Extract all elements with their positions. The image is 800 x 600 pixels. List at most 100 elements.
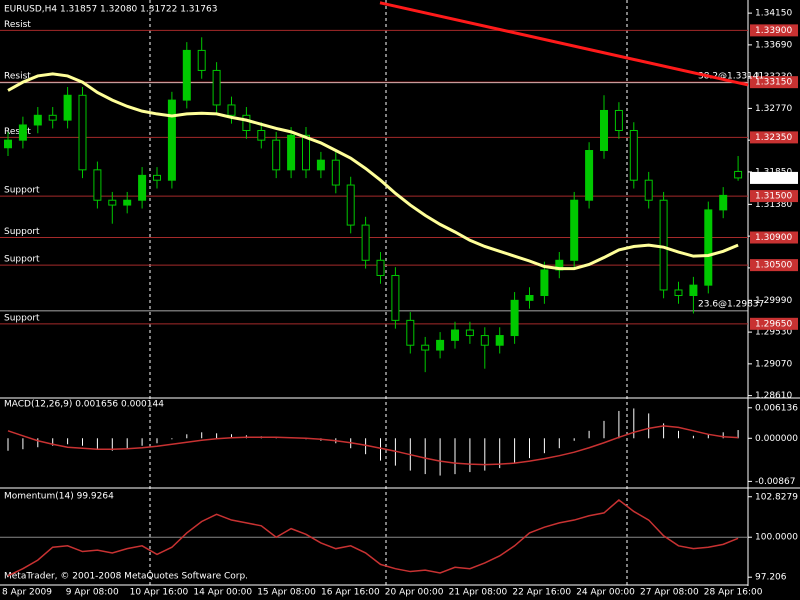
candle-body [316, 159, 325, 171]
level-name: Resist [4, 20, 31, 30]
y-tick-label: 1.33690 [755, 40, 792, 50]
level-price-label: 1.30900 [755, 233, 792, 243]
candle-body [346, 184, 355, 226]
candle-body [570, 199, 579, 261]
candle-body [167, 99, 176, 181]
candle-body [614, 109, 623, 131]
candle-body [78, 94, 87, 171]
momentum-y-tick-label: 100.0000 [755, 533, 798, 543]
candle-body [63, 94, 72, 121]
y-tick-label: 1.31380 [755, 200, 792, 210]
candle-body [197, 49, 206, 71]
candle-body [719, 194, 728, 211]
level-name: Support [4, 186, 40, 196]
fib-label: 23.6@1.29837 [698, 299, 764, 309]
macd-y-tick-label: -0.00867 [755, 477, 795, 487]
candle-body [123, 199, 132, 206]
level-price-box [750, 259, 798, 272]
momentum-y-tick-label: 97.206 [755, 573, 787, 583]
level-price-label: 1.33150 [755, 78, 792, 88]
candle-body [480, 335, 489, 346]
candle-body [734, 170, 743, 179]
candle-body [704, 209, 713, 286]
candle-body [272, 139, 281, 171]
time-label: 15 Apr 08:00 [257, 588, 316, 598]
time-label: 24 Apr 00:00 [576, 588, 635, 598]
level-price-label: 1.29650 [755, 319, 792, 329]
candle-body [138, 174, 147, 201]
y-tick-label: 1.29070 [755, 359, 792, 369]
candle-body [465, 329, 474, 337]
time-label: 22 Apr 16:00 [512, 588, 571, 598]
candle-body [93, 169, 102, 201]
level-price-box [750, 231, 798, 244]
time-label: 21 Apr 08:00 [449, 588, 508, 598]
trendline [379, 1, 749, 87]
current-price-box [750, 171, 798, 184]
candle-body [406, 319, 415, 346]
level-price-label: 1.33900 [755, 26, 792, 36]
symbol-header: EURUSD,H4 1.31857 1.32080 1.31722 1.3176… [4, 5, 217, 15]
macd-title: MACD(12,26,9) 0.001656 0.000144 [4, 400, 164, 410]
level-price-box [750, 317, 798, 330]
time-label: 27 Apr 08:00 [640, 588, 699, 598]
candle-body [540, 269, 549, 297]
level-name: Support [4, 227, 40, 237]
y-tick-label: 1.29990 [755, 296, 792, 306]
level-name: Support [4, 313, 40, 323]
level-price-box [750, 131, 798, 144]
candle-body [644, 179, 653, 201]
candle-body [108, 199, 117, 206]
candle-body [421, 344, 430, 351]
time-label: 10 Apr 16:00 [130, 588, 189, 598]
level-name: Support [4, 255, 40, 265]
level-name: Resist [4, 127, 31, 137]
y-tick-label: 1.34150 [755, 9, 792, 19]
candle-body [659, 199, 668, 291]
candle-body [525, 295, 534, 301]
y-tick-label: 1.28610 [755, 391, 792, 401]
momentum-line [7, 499, 739, 577]
candle-body [495, 335, 504, 346]
candle-body [629, 129, 638, 181]
level-price-box [750, 76, 798, 89]
candle-body [242, 114, 251, 131]
macd-y-tick-label: 0.006136 [755, 403, 798, 413]
time-label: 8 Apr 2009 [2, 588, 52, 598]
momentum-title: Momentum(14) 99.9264 [4, 492, 114, 502]
candle-body [287, 134, 296, 171]
time-label: 16 Apr 16:00 [321, 588, 380, 598]
candle-body [18, 124, 27, 141]
time-label: 20 Apr 00:00 [385, 588, 444, 598]
candle-body [257, 129, 266, 141]
current-price-label: 1.31763 [755, 173, 792, 183]
level-name: Resist [4, 72, 31, 82]
candle-body [376, 259, 385, 276]
time-label: 14 Apr 00:00 [193, 588, 252, 598]
candle-body [182, 49, 191, 101]
level-price-label: 1.31500 [755, 192, 792, 202]
candle-body [689, 284, 698, 297]
candle-body [153, 174, 161, 181]
candle-body [302, 134, 310, 171]
momentum-y-tick-label: 102.8279 [755, 492, 798, 502]
candle-body [451, 329, 459, 341]
level-price-box [750, 24, 798, 37]
candle-body [361, 224, 370, 261]
candle-body [33, 114, 42, 126]
candle-body [212, 69, 221, 106]
level-price-label: 1.30500 [755, 261, 792, 271]
level-price-label: 1.32350 [755, 133, 792, 143]
candle-body [331, 159, 340, 186]
candle-body [436, 339, 445, 351]
candle-body [600, 109, 608, 152]
candle-body [391, 274, 400, 321]
candle-body [674, 289, 683, 297]
y-tick-label: 1.29530 [755, 328, 792, 338]
candle-body [510, 299, 519, 337]
macd-y-tick-label: 0.000000 [755, 434, 798, 444]
macd-signal [7, 425, 739, 466]
level-price-box [750, 190, 798, 203]
